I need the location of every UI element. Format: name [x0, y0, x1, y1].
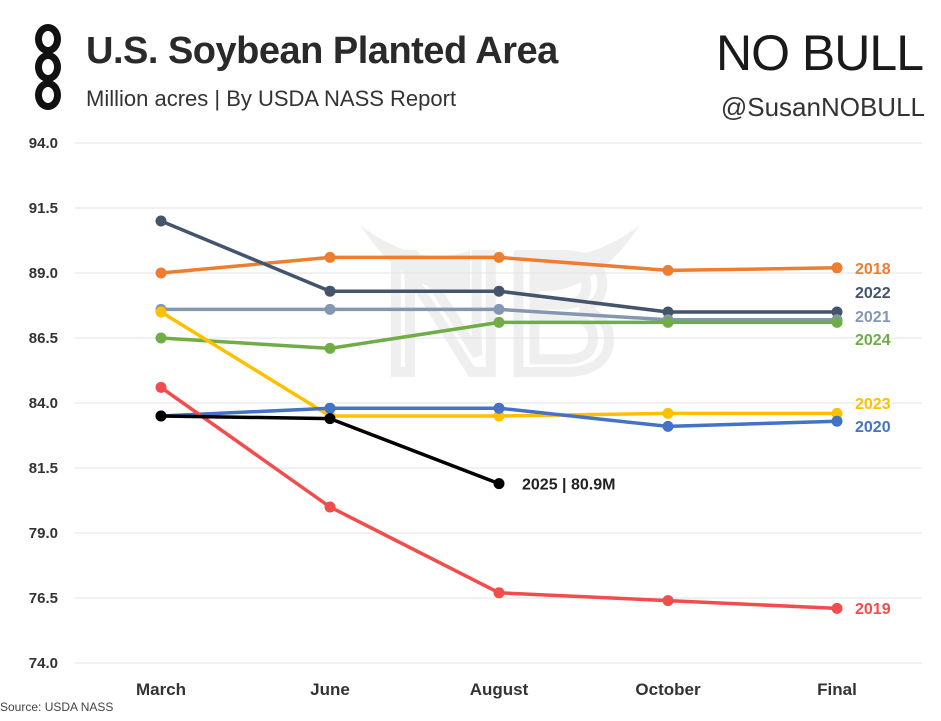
- data-point-2020: [831, 415, 843, 427]
- data-point-2023: [155, 306, 167, 318]
- data-point-2019: [493, 587, 505, 599]
- data-point-2022: [831, 306, 843, 318]
- data-point-2025: [493, 478, 505, 490]
- brand-handle: @SusanNOBULL: [720, 92, 925, 122]
- x-tick-label: June: [310, 680, 350, 699]
- series-2022: [155, 215, 843, 318]
- series-2019: [155, 381, 843, 614]
- chart-title: U.S. Soybean Planted Area: [86, 30, 558, 72]
- data-point-2018: [662, 264, 674, 276]
- source-note: Source: USDA NASS: [0, 700, 114, 714]
- y-tick-label: 81.5: [29, 460, 58, 477]
- data-point-2021: [493, 303, 505, 315]
- data-point-2018: [155, 267, 167, 279]
- y-tick-label: 94.0: [29, 135, 58, 152]
- chart-subtitle: Million acres | By USDA NASS Report: [86, 86, 457, 111]
- data-point-2022: [493, 285, 505, 297]
- series-label-2024: 2024: [855, 332, 891, 349]
- data-point-2024: [662, 316, 674, 328]
- data-point-2023: [831, 407, 843, 419]
- y-tick-label: 74.0: [29, 655, 58, 672]
- series-label-2020: 2020: [855, 419, 891, 436]
- data-point-2022: [324, 285, 336, 297]
- data-point-2025: [155, 410, 167, 422]
- data-point-2020: [493, 402, 505, 414]
- series-label-2023: 2023: [855, 396, 891, 413]
- data-point-2022: [662, 306, 674, 318]
- y-tick-label: 79.0: [29, 525, 58, 542]
- data-point-2022: [155, 215, 167, 227]
- series-2025: [155, 410, 505, 490]
- data-point-2024: [324, 342, 336, 354]
- data-point-2023: [662, 407, 674, 419]
- data-point-2019: [831, 602, 843, 614]
- data-point-2018: [831, 262, 843, 274]
- data-point-2018: [324, 251, 336, 263]
- series-annotation-2025: 2025 | 80.9M: [522, 477, 615, 494]
- data-point-2024: [493, 316, 505, 328]
- data-point-2024: [155, 332, 167, 344]
- data-point-2024: [831, 316, 843, 328]
- y-tick-label: 89.0: [29, 265, 58, 282]
- data-point-2019: [155, 381, 167, 393]
- data-point-2023: [493, 410, 505, 422]
- y-tick-label: 91.5: [29, 200, 58, 217]
- series-2018: [155, 251, 843, 279]
- brand-logo: NO BULL: [716, 25, 924, 81]
- data-point-2018: [493, 251, 505, 263]
- y-tick-label: 84.0: [29, 395, 58, 412]
- data-point-2020: [324, 402, 336, 414]
- data-point-2019: [324, 501, 336, 513]
- x-tick-label: March: [136, 680, 186, 699]
- series-label-2022: 2022: [855, 285, 891, 302]
- series-line-2025: [160, 414, 500, 486]
- series-label-2019: 2019: [855, 601, 891, 618]
- data-point-2021: [324, 303, 336, 315]
- series-label-2018: 2018: [855, 261, 891, 278]
- soybean-pod-icon: [35, 24, 61, 110]
- y-tick-label: 76.5: [29, 590, 58, 607]
- y-tick-label: 86.5: [29, 330, 58, 347]
- x-tick-label: Final: [817, 680, 857, 699]
- series-label-2021: 2021: [855, 309, 891, 326]
- data-point-2020: [662, 420, 674, 432]
- series-2024: [155, 316, 843, 354]
- data-point-2025: [324, 413, 336, 425]
- x-tick-label: August: [470, 680, 529, 699]
- x-tick-label: October: [635, 680, 701, 699]
- data-point-2019: [662, 595, 674, 607]
